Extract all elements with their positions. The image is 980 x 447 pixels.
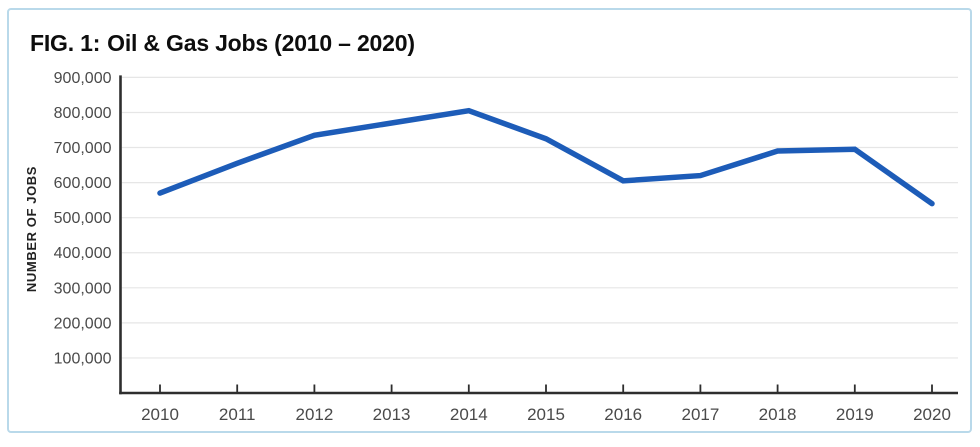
y-axis-tick-label: 300,000: [54, 280, 112, 297]
y-axis-tick-label: 200,000: [54, 315, 112, 332]
x-axis-tick-label: 2015: [527, 405, 565, 424]
y-axis-tick-label: 600,000: [54, 175, 112, 192]
data-line: [157, 107, 935, 207]
x-axis-tick-label: 2011: [219, 405, 256, 424]
x-axis-tick-label: 2010: [141, 405, 179, 424]
y-axis-tick-label: 700,000: [54, 140, 112, 157]
x-axis-tick-label: 2020: [913, 405, 951, 424]
figure-title-prefix: FIG. 1:: [30, 30, 101, 56]
y-axis-tick-label: 400,000: [54, 245, 112, 262]
x-axis-tick-label: 2013: [373, 405, 411, 424]
x-axis-tick-label: 2012: [295, 405, 333, 424]
x-axis-tick-label: 2016: [604, 405, 642, 424]
figure-title-text: Oil & Gas Jobs (2010 – 2020): [107, 30, 415, 56]
y-axis-tick-label: 500,000: [54, 210, 112, 227]
x-axis-tick-label: 2018: [759, 405, 797, 424]
x-axis-tick-label: 2019: [836, 405, 874, 424]
chart-card: [7, 8, 972, 433]
y-axis-title: NUMBER OF JOBS: [24, 166, 39, 292]
x-axis-tick-label: 2014: [450, 405, 488, 424]
y-axis-tick-label: 900,000: [54, 70, 112, 87]
y-axis-tick-label: 800,000: [54, 105, 112, 122]
y-axis-tick-label: 100,000: [54, 350, 112, 367]
figure-title: FIG. 1: Oil & Gas Jobs (2010 – 2020): [30, 30, 415, 56]
x-axis-tick-label: 2017: [681, 405, 719, 424]
